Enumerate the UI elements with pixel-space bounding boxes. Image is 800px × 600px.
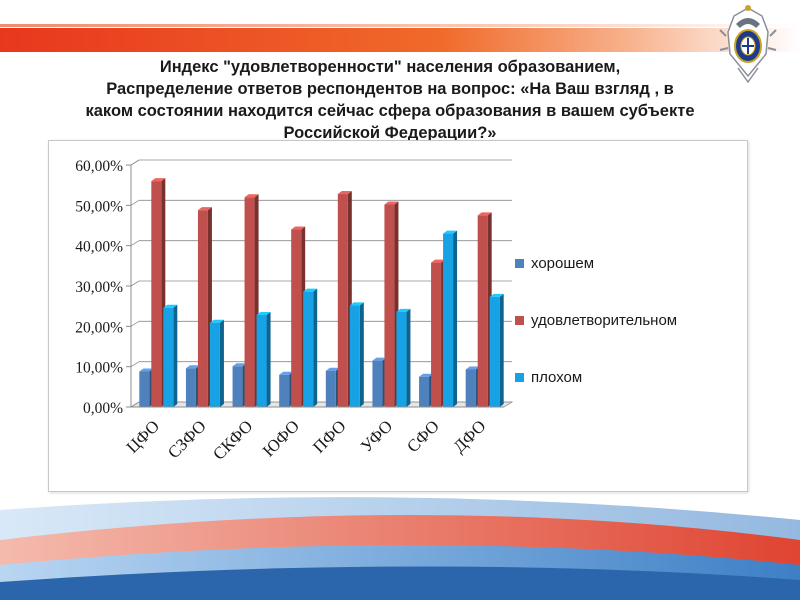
bar bbox=[419, 376, 430, 407]
legend-swatch bbox=[515, 373, 524, 382]
y-tick-label: 50,00% bbox=[75, 198, 123, 215]
bar bbox=[197, 210, 208, 407]
x-tick-label: ДФО bbox=[450, 416, 490, 456]
bar bbox=[163, 307, 174, 407]
bar bbox=[349, 305, 360, 407]
legend-label: хорошем bbox=[531, 255, 594, 272]
bar-side bbox=[359, 302, 364, 407]
bar-top bbox=[139, 368, 154, 372]
footer-wave bbox=[0, 497, 800, 600]
bar bbox=[303, 291, 314, 407]
bar-side bbox=[219, 319, 224, 407]
y-tick-label: 40,00% bbox=[75, 239, 123, 256]
legend-swatch bbox=[515, 316, 524, 325]
bar bbox=[325, 370, 336, 407]
x-tick-label: СКФО bbox=[209, 416, 256, 463]
x-tick-label: СФО bbox=[403, 416, 443, 456]
bar-top bbox=[185, 365, 200, 369]
bar-side bbox=[313, 288, 318, 407]
legend-swatch bbox=[515, 259, 524, 268]
bar-side bbox=[453, 230, 458, 407]
bar bbox=[209, 322, 220, 407]
gridline-depth bbox=[130, 361, 140, 368]
title-line: каком состоянии находится сейчас сфера о… bbox=[85, 102, 695, 120]
bar bbox=[151, 181, 162, 407]
bar-top bbox=[349, 302, 364, 306]
bar bbox=[396, 311, 407, 407]
bar-top bbox=[151, 178, 166, 182]
title-line: Распределение ответов респондентов на во… bbox=[106, 80, 674, 98]
bar-side bbox=[266, 312, 271, 407]
bar bbox=[139, 371, 150, 407]
x-tick-label: ЦФО bbox=[123, 416, 163, 456]
bar-top bbox=[337, 191, 352, 195]
bar-side bbox=[406, 308, 411, 407]
x-tick-label: СЗФО bbox=[164, 416, 210, 462]
bar-top bbox=[431, 259, 446, 263]
bar-side bbox=[173, 304, 178, 407]
bar-chart: 0,00% 10,00% 20,00% 30,00% 40,00% 50,00% 60,00… bbox=[75, 158, 677, 464]
bar bbox=[384, 204, 395, 407]
bar-top bbox=[372, 357, 387, 361]
bar-top bbox=[279, 371, 294, 375]
y-tick-label: 30,00% bbox=[75, 279, 123, 296]
y-tick-label: 10,00% bbox=[75, 360, 123, 377]
bar bbox=[244, 197, 255, 407]
bar bbox=[291, 229, 302, 407]
bar-top bbox=[419, 373, 434, 377]
bar bbox=[489, 296, 500, 407]
gridline-depth bbox=[130, 401, 140, 408]
x-tick-label: ЮФО bbox=[259, 416, 303, 460]
bar bbox=[477, 215, 488, 407]
y-tick-label: 0,00% bbox=[83, 400, 123, 417]
bar-top bbox=[396, 308, 411, 312]
bar bbox=[372, 360, 383, 407]
bar-top bbox=[443, 230, 458, 234]
bar-top bbox=[163, 304, 178, 308]
gridline-depth bbox=[130, 199, 140, 206]
bar-top bbox=[489, 293, 504, 297]
bar bbox=[232, 366, 243, 407]
bar-top bbox=[384, 201, 399, 205]
bar-side bbox=[499, 293, 504, 407]
slide-title: Индекс "удовлетворенности" населения обр… bbox=[20, 56, 760, 144]
title-line: Индекс "удовлетворенности" населения обр… bbox=[159, 58, 621, 76]
bar-top bbox=[256, 312, 271, 316]
bar bbox=[465, 369, 476, 407]
legend-label: удовлетворительном bbox=[531, 312, 677, 329]
chart-frame: 0,00% 10,00% 20,00% 30,00% 40,00% 50,00% 60,00… bbox=[48, 140, 748, 492]
legend-label: плохом bbox=[531, 369, 582, 386]
emblem-icon bbox=[719, 5, 777, 84]
gridline-depth bbox=[130, 320, 140, 327]
bar bbox=[279, 374, 290, 407]
bar bbox=[443, 233, 454, 407]
bar-top bbox=[291, 226, 306, 230]
header-thin-stripe bbox=[0, 24, 800, 27]
bar-top bbox=[244, 194, 259, 198]
bar-top bbox=[325, 367, 340, 371]
bar-top bbox=[232, 363, 247, 367]
bar-top bbox=[209, 319, 224, 323]
header-red-band bbox=[0, 28, 800, 52]
gridline-depth bbox=[130, 280, 140, 287]
bar-top bbox=[303, 288, 318, 292]
gridline-depth bbox=[130, 159, 140, 166]
bar bbox=[256, 315, 267, 407]
x-tick-label: ПФО bbox=[309, 416, 349, 456]
bar-top bbox=[465, 366, 480, 370]
bar-top bbox=[477, 212, 492, 216]
bar-top bbox=[197, 207, 212, 211]
bar bbox=[431, 262, 442, 407]
bar bbox=[337, 194, 348, 407]
y-tick-label: 20,00% bbox=[75, 319, 123, 336]
y-tick-label: 60,00% bbox=[75, 158, 123, 175]
x-tick-label: УФО bbox=[357, 416, 396, 455]
gridline-depth bbox=[130, 240, 140, 247]
title-line: Российской Федерации?» bbox=[283, 124, 497, 142]
bar bbox=[185, 368, 196, 407]
